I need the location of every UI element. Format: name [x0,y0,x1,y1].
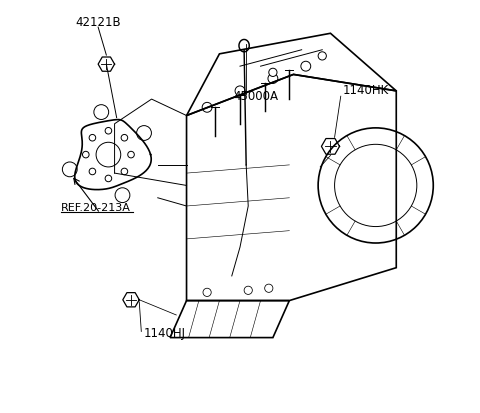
Circle shape [318,53,326,61]
Text: 45000A: 45000A [234,90,279,103]
Text: REF.20-213A: REF.20-213A [61,203,131,213]
Text: 1140HK: 1140HK [343,84,389,97]
Text: 1140HJ: 1140HJ [144,327,185,339]
Circle shape [264,285,273,293]
Circle shape [203,289,211,297]
Text: 42121B: 42121B [75,16,121,29]
Circle shape [244,287,252,295]
Circle shape [269,69,277,77]
